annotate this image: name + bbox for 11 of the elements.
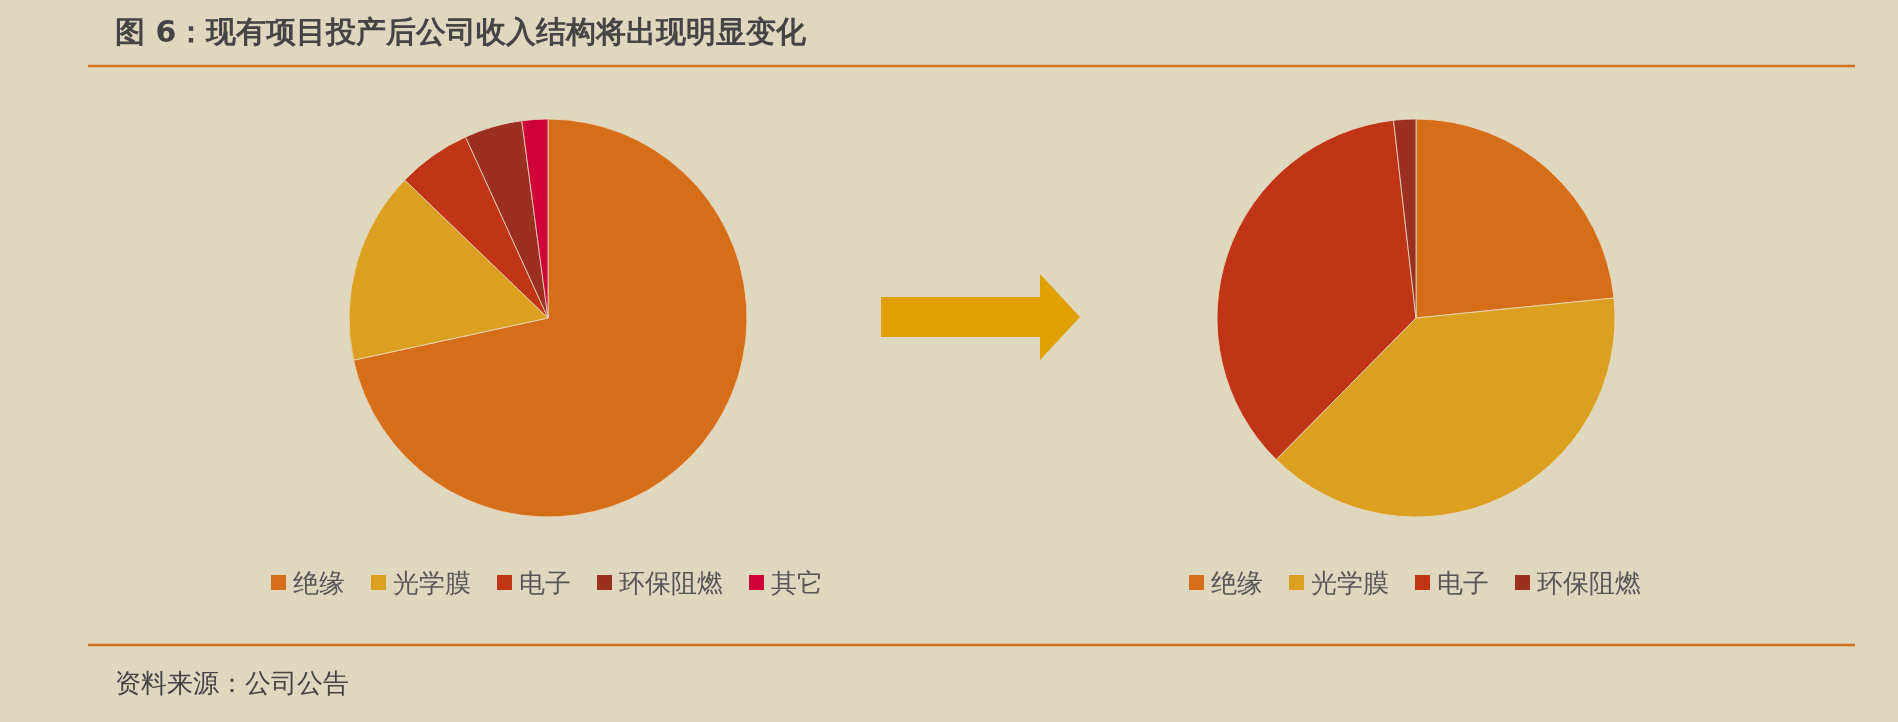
legend-label: 电子 — [1437, 568, 1489, 598]
text: 资料来源：公司公告 — [115, 668, 349, 698]
chart-title: 图 6：现有项目投产后公司收入结构将出现明显变化 — [115, 14, 808, 49]
legend-label: 环保阻燃 — [619, 568, 723, 598]
legend-label: 光学膜 — [1311, 568, 1389, 598]
legend-label: 其它 — [771, 568, 823, 598]
legend-label: 环保阻燃 — [1537, 568, 1641, 598]
legend-label: 绝缘 — [1211, 568, 1263, 598]
legend-label: 绝缘 — [293, 568, 345, 598]
legend-label: 光学膜 — [393, 568, 471, 598]
legend-label: 电子 — [519, 568, 571, 598]
